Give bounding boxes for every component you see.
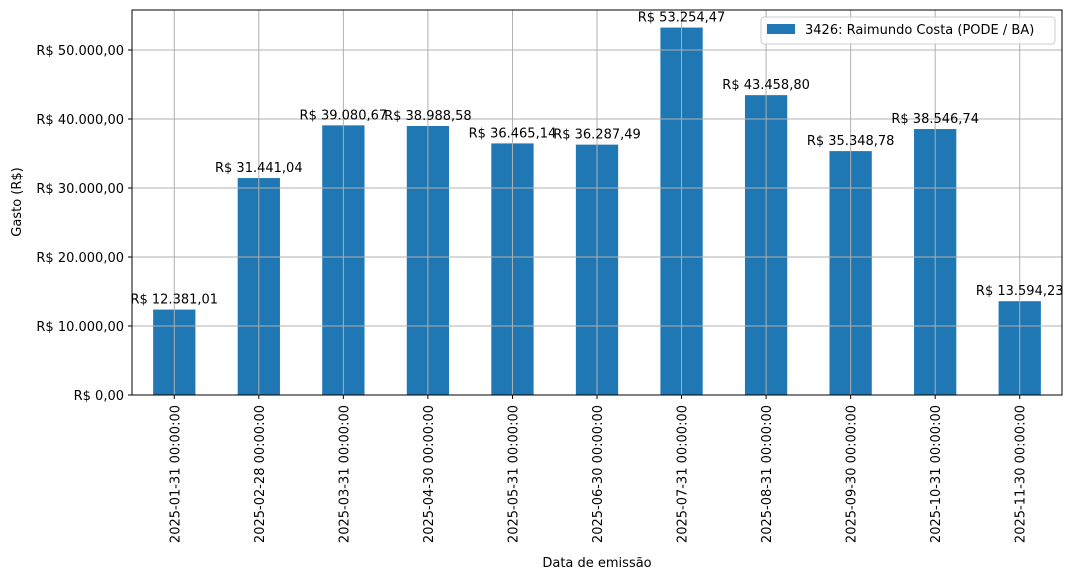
y-tick-label: R$ 10.000,00 — [36, 320, 124, 335]
y-tick-label: R$ 50.000,00 — [36, 44, 124, 59]
x-tick-label: 2025-10-31 00:00:00 — [929, 405, 944, 543]
x-tick-label: 2025-07-31 00:00:00 — [676, 405, 691, 543]
bar-value-label: R$ 53.254,47 — [638, 11, 726, 26]
y-axis: R$ 0,00 R$ 10.000,00 R$ 20.000,00 R$ 30.000… — [36, 44, 132, 404]
y-axis-label: Gasto (R$) — [10, 167, 25, 236]
x-tick-label: 2025-05-31 00:00:00 — [506, 405, 521, 543]
legend-box — [760, 16, 1056, 45]
y-tick-label: R$ 30.000,00 — [36, 182, 124, 197]
bar-value-label: R$ 39.080,67 — [300, 108, 388, 123]
x-axis: 2025-01-31 00:00:00 2025-02-28 00:00:00 20… — [168, 395, 1029, 543]
bar-value-label: R$ 36.287,49 — [553, 128, 641, 143]
bar-value-label: R$ 35.348,78 — [807, 134, 895, 149]
bar-value-label: R$ 38.546,74 — [891, 112, 979, 127]
bar-value-label: R$ 38.988,58 — [384, 109, 472, 124]
x-tick-label: 2025-06-30 00:00:00 — [591, 405, 606, 543]
legend-swatch — [767, 24, 795, 34]
x-tick-label: 2025-08-31 00:00:00 — [760, 405, 775, 543]
x-tick-label: 2025-04-30 00:00:00 — [422, 405, 437, 543]
bar-value-label: R$ 43.458,80 — [722, 78, 810, 93]
bar-value-label: R$ 36.465,14 — [469, 126, 557, 141]
legend-label: 3426: Raimundo Costa (PODE / BA) — [805, 23, 1034, 38]
y-tick-label: R$ 0,00 — [74, 389, 124, 404]
y-tick-label: R$ 20.000,00 — [36, 251, 124, 266]
bars — [132, 10, 1062, 396]
legend: 3426: Raimundo Costa (PODE / BA) — [760, 16, 1056, 45]
x-tick-label: 2025-09-30 00:00:00 — [845, 405, 860, 543]
bar-value-label: R$ 31.441,04 — [215, 161, 303, 176]
x-tick-label: 2025-01-31 00:00:00 — [168, 405, 183, 543]
bar-value-label: R$ 13.594,23 — [976, 284, 1064, 299]
bar-value-label: R$ 12.381,01 — [130, 293, 218, 308]
x-tick-label: 2025-02-28 00:00:00 — [253, 405, 268, 543]
x-axis-label: Data de emissão — [542, 556, 651, 571]
x-tick-label: 2025-03-31 00:00:00 — [337, 405, 352, 543]
data-labels: R$ 12.381,01R$ 31.441,04R$ 39.080,67R$ 3… — [130, 11, 1063, 308]
x-tick-label: 2025-11-30 00:00:00 — [1014, 405, 1029, 543]
y-tick-label: R$ 40.000,00 — [36, 113, 124, 128]
